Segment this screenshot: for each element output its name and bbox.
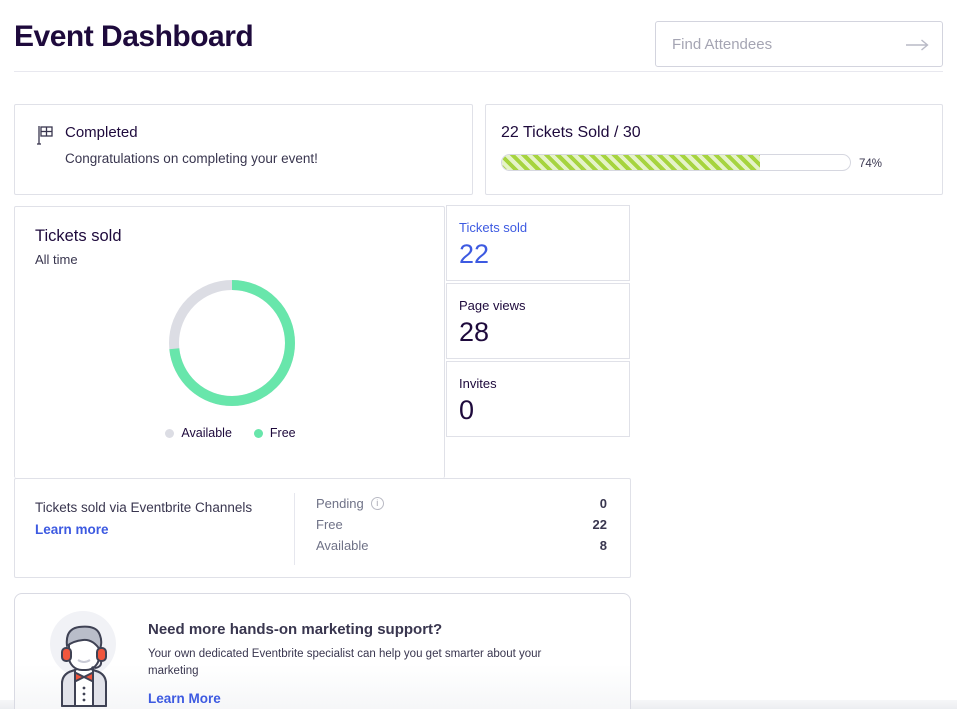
channels-divider: [294, 493, 295, 565]
page-title: Event Dashboard: [14, 20, 254, 53]
channels-card: Tickets sold via Eventbrite Channels Lea…: [14, 478, 631, 578]
tile-page-views[interactable]: Page views 28: [446, 283, 630, 359]
channel-value: 22: [592, 517, 607, 532]
legend-item-available: Available: [165, 426, 232, 440]
available-dot-icon: [165, 428, 175, 438]
channels-breakdown: Pending i 0 Free 22 Available 8: [316, 493, 607, 556]
tile-label: Invites: [459, 376, 497, 391]
legend-label-available: Available: [181, 426, 232, 440]
tickets-progress-fill: [502, 155, 760, 170]
channel-row-available: Available 8: [316, 535, 607, 556]
metric-tiles: Tickets sold 22 Page views 28 Invites 0: [446, 205, 630, 439]
channel-value: 0: [599, 496, 607, 511]
tile-label: Page views: [459, 298, 526, 313]
free-dot-icon: [253, 428, 263, 438]
flag-icon: [35, 124, 55, 151]
header-divider: [14, 71, 943, 72]
chart-title: Tickets sold: [35, 227, 122, 245]
attendee-search: [655, 21, 943, 67]
search-input[interactable]: [656, 22, 942, 66]
status-message: Congratulations on completing your event…: [65, 151, 318, 166]
marketing-body: Your own dedicated Eventbrite specialist…: [148, 648, 542, 677]
tickets-progress-bar: [501, 154, 851, 171]
tickets-chart-card: Tickets sold All time Available Free: [14, 206, 445, 478]
event-status-card: Completed Congratulations on completing …: [14, 104, 473, 195]
tile-value: 0: [459, 395, 475, 425]
channel-row-pending: Pending i 0: [316, 493, 607, 514]
tickets-donut-chart: [169, 280, 295, 406]
channel-label: Pending: [316, 496, 364, 511]
search-submit-arrow-icon[interactable]: [906, 39, 930, 51]
marketing-title: Need more hands-on marketing support?: [148, 621, 443, 638]
tile-tickets-sold[interactable]: Tickets sold 22: [446, 205, 630, 281]
chart-legend: Available Free: [15, 426, 446, 440]
info-icon[interactable]: i: [370, 497, 384, 510]
tile-value: 22: [459, 239, 490, 269]
specialist-avatar-icon: [61, 625, 107, 707]
marketing-support-card: Need more hands-on marketing support? Yo…: [14, 593, 631, 709]
legend-label-free: Free: [269, 426, 296, 440]
chart-subtitle: All time: [35, 252, 78, 267]
tile-value: 28: [459, 317, 490, 347]
tile-label: Tickets sold: [459, 220, 528, 235]
channel-label: Free: [316, 517, 343, 532]
status-title: Completed: [65, 124, 138, 141]
channel-row-free: Free 22: [316, 514, 607, 535]
tile-invites[interactable]: Invites 0: [446, 361, 630, 437]
channels-learn-more-link[interactable]: Learn more: [35, 522, 109, 537]
legend-item-free: Free: [253, 426, 296, 440]
channels-title: Tickets sold via Eventbrite Channels: [35, 500, 253, 515]
tickets-progress-card: 22 Tickets Sold / 30 74%: [485, 104, 943, 195]
channel-value: 8: [599, 538, 607, 553]
channel-label: Available: [316, 538, 369, 553]
tickets-progress-percent: 74%: [859, 158, 883, 170]
tickets-sold-summary: 22 Tickets Sold / 30: [501, 124, 641, 141]
marketing-learn-more-link[interactable]: Learn More: [148, 691, 221, 706]
